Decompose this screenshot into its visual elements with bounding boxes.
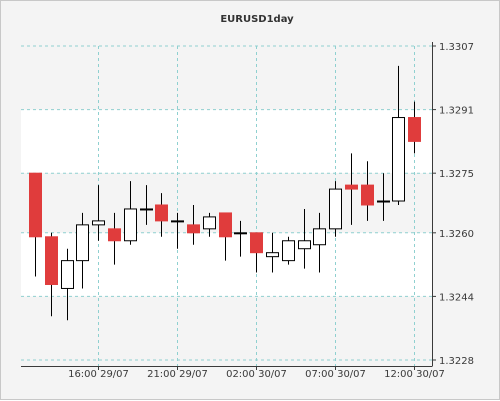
candle-body xyxy=(92,220,105,226)
band xyxy=(21,296,432,360)
candle-body xyxy=(187,224,200,234)
candle-body xyxy=(250,232,263,254)
candle-body xyxy=(108,228,121,242)
candle-body xyxy=(392,117,405,202)
x-tick-label: 16:00 29/07 xyxy=(68,369,129,380)
candle xyxy=(266,232,279,273)
x-tick-label: 02:00 30/07 xyxy=(226,369,287,380)
y-tick-label: 1.3291 xyxy=(439,106,474,117)
candle-body xyxy=(266,252,279,258)
candle-body xyxy=(298,240,311,250)
candle xyxy=(203,212,216,237)
candle xyxy=(29,172,42,277)
candle xyxy=(219,212,232,261)
candle xyxy=(155,193,168,237)
candle-body xyxy=(171,220,184,223)
candles xyxy=(29,65,421,321)
candle xyxy=(392,65,405,205)
y-axis: 1.3307 1.3291 1.3275 1.3260 1.3244 1.3228 xyxy=(432,42,474,367)
candle xyxy=(171,212,184,249)
candle-body xyxy=(377,200,390,203)
candle xyxy=(408,101,421,154)
candle xyxy=(187,204,200,245)
candle xyxy=(313,212,326,273)
candle-body xyxy=(29,172,42,238)
candle xyxy=(282,236,295,265)
x-tick-label: 07:00 30/07 xyxy=(305,369,366,380)
candle xyxy=(108,212,121,265)
y-tick-label: 1.3244 xyxy=(439,292,474,303)
candle-body xyxy=(124,208,137,242)
candle-body xyxy=(61,260,74,289)
candle-body xyxy=(45,236,58,285)
candle-body xyxy=(408,117,421,142)
candle xyxy=(298,208,311,269)
y-tick-label: 1.3307 xyxy=(439,42,474,53)
candle xyxy=(61,248,74,321)
candle xyxy=(234,220,247,257)
candle-body xyxy=(203,216,216,230)
candle-body xyxy=(219,212,232,238)
y-tick-label: 1.3228 xyxy=(439,356,474,367)
y-tick-label: 1.3260 xyxy=(439,229,474,240)
candle-body xyxy=(76,224,89,262)
candle-body xyxy=(140,208,153,211)
band xyxy=(21,109,432,174)
candle xyxy=(250,232,263,273)
candle-body xyxy=(282,240,295,262)
candle xyxy=(361,161,374,221)
candle xyxy=(329,181,342,237)
x-tick-label: 21:00 29/07 xyxy=(147,369,208,380)
candle xyxy=(345,153,358,225)
background-bands xyxy=(21,46,432,360)
y-tick-label: 1.3275 xyxy=(439,169,474,180)
x-tick-label: 12:00 30/07 xyxy=(384,369,445,380)
band xyxy=(21,46,432,110)
candle-body xyxy=(345,184,358,190)
candle xyxy=(377,173,390,221)
candle xyxy=(140,185,153,225)
gridlines xyxy=(21,45,432,366)
chart-title: EURUSD1day xyxy=(220,14,294,25)
candle-body xyxy=(234,232,247,235)
x-axis: 16:00 29/07 21:00 29/07 02:00 30/07 07:00 3… xyxy=(68,366,445,380)
candle xyxy=(124,181,137,245)
candle xyxy=(76,212,89,289)
candle-body xyxy=(329,188,342,230)
candle xyxy=(92,185,105,241)
band xyxy=(21,232,432,297)
candle-body xyxy=(361,184,374,206)
candle xyxy=(45,232,58,317)
candle-body xyxy=(155,204,168,222)
candle-body xyxy=(313,228,326,246)
